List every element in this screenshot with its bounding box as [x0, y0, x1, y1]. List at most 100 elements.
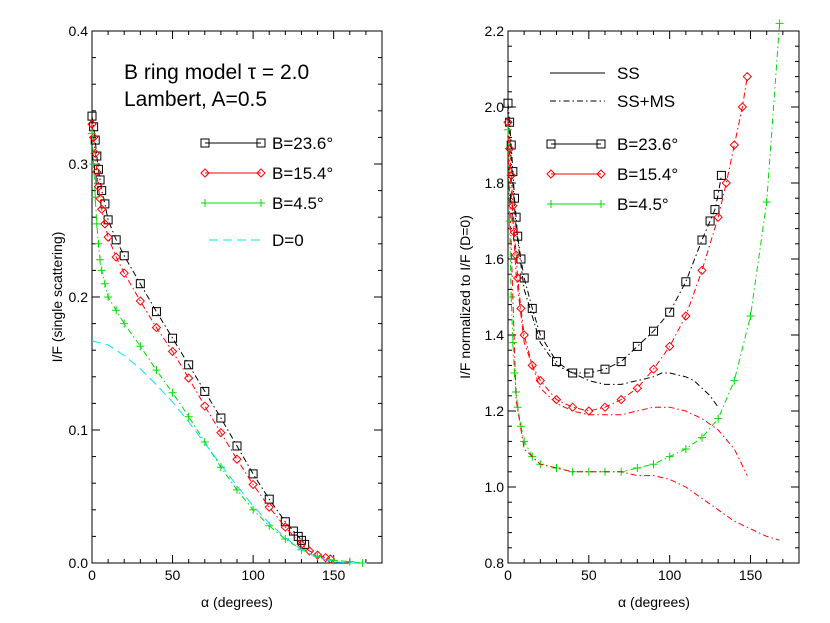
left-x-axis-label: α (degrees): [201, 594, 273, 610]
right-legend-b45-label: B=4.5°: [617, 195, 669, 214]
data-point: [91, 193, 100, 202]
right-chart: 0 50 100 150 0.8 1.0 1.2 1.4 1.6 1.8 2.0 2.2 SS SS+…: [457, 19, 800, 610]
data-point: [509, 193, 519, 203]
data-point: [94, 239, 103, 248]
right-series: [503, 19, 784, 541]
data-point: [200, 386, 210, 396]
data-point: [520, 437, 529, 446]
data-point: [681, 445, 690, 453]
data-point: [136, 342, 145, 351]
x-tick-label: 50: [581, 567, 597, 583]
left-legend-b236-sample-marker: [256, 138, 266, 148]
right-legend-b236-label: B=23.6°: [617, 135, 678, 154]
data-point: [89, 122, 99, 132]
right-legend-ss-label: SS: [617, 64, 640, 83]
data-point: [100, 279, 109, 288]
data-point: [88, 132, 99, 143]
left-ticks: 0 50 100 150 0.0 0.1 0.2 0.3 0.4: [69, 23, 383, 583]
data-point: [527, 303, 537, 313]
y-tick-label: 0.2: [69, 289, 89, 305]
data-point: [111, 252, 121, 262]
right-ticks: 0 50 100 150 0.8 1.0 1.2 1.4 1.6 1.8 2.0 2.2: [485, 23, 800, 583]
x-tick-label: 150: [322, 567, 346, 583]
left-legend-b236-sample-marker: [200, 138, 210, 148]
data-point: [510, 369, 519, 377]
data-point: [505, 117, 515, 127]
y-tick-label: 0.4: [69, 23, 89, 39]
data-point: [183, 373, 194, 383]
data-point: [135, 279, 145, 289]
data-point: [568, 368, 578, 378]
data-point: [503, 98, 513, 108]
y-tick-label: 2.2: [485, 23, 505, 39]
data-point: [519, 330, 529, 340]
data-point: [504, 144, 515, 154]
right-legend-ssms-label: SS+MS: [617, 92, 675, 111]
series-line-4: [507, 23, 781, 473]
data-point: [729, 140, 740, 150]
right-legend-b154-label: B=15.4°: [617, 165, 678, 184]
data-point: [551, 394, 562, 405]
data-point: [584, 368, 594, 378]
data-point: [96, 255, 105, 264]
right-legend-b154-sample-marker: [546, 169, 556, 179]
data-point: [97, 186, 107, 196]
data-point: [632, 383, 643, 393]
data-point: [507, 293, 516, 301]
x-tick-label: 100: [658, 567, 682, 583]
data-point: [100, 219, 110, 229]
x-tick-label: 150: [739, 567, 763, 583]
data-point: [281, 535, 290, 544]
data-point: [552, 464, 561, 472]
y-tick-label: 1.2: [485, 403, 505, 419]
data-point: [97, 266, 106, 275]
data-point: [96, 204, 107, 214]
data-point: [320, 552, 331, 563]
data-point: [633, 464, 642, 472]
data-point: [184, 412, 193, 421]
data-point: [103, 232, 113, 242]
y-tick-label: 0.3: [69, 156, 89, 172]
left-y-axis-label: I/F (single scattering): [49, 232, 65, 363]
data-point: [120, 319, 129, 328]
data-point: [527, 360, 537, 371]
series-line-1: [507, 114, 719, 408]
data-point: [509, 227, 520, 238]
data-point: [600, 402, 610, 412]
data-point: [200, 401, 210, 411]
data-point: [90, 135, 100, 145]
y-tick-label: 1.4: [485, 327, 505, 343]
left-legend-b154-label: B=15.4°: [272, 164, 333, 183]
series-line-2: [507, 76, 748, 412]
data-point: [325, 554, 336, 564]
data-point: [567, 402, 578, 412]
data-point: [151, 307, 161, 317]
y-tick-label: 0.0: [69, 555, 89, 571]
x-tick-label: 0: [88, 567, 96, 583]
data-point: [713, 189, 723, 199]
data-point: [714, 414, 723, 423]
data-point: [300, 539, 310, 549]
data-point: [112, 306, 121, 315]
left-series: [87, 111, 367, 567]
data-point: [681, 311, 691, 321]
right-legend: SS SS+MS B=23.6° B=15.4° B=4.5°: [546, 64, 678, 214]
data-point: [167, 346, 178, 357]
data-point: [519, 273, 529, 283]
data-point: [535, 330, 545, 340]
data-point: [119, 251, 129, 261]
series-line-3: [507, 137, 748, 476]
data-point: [616, 357, 626, 367]
right-legend-b154-sample-marker: [596, 169, 606, 179]
data-point: [649, 326, 658, 336]
data-point: [135, 296, 146, 306]
left-annotation-lambert: Lambert, A=0.5: [124, 88, 267, 111]
data-point: [721, 178, 731, 188]
data-point: [152, 366, 161, 375]
data-point: [705, 216, 715, 226]
data-point: [249, 505, 258, 514]
data-point: [216, 413, 226, 423]
right-legend-b45-sample-marker: [547, 200, 555, 208]
data-point: [730, 376, 739, 385]
